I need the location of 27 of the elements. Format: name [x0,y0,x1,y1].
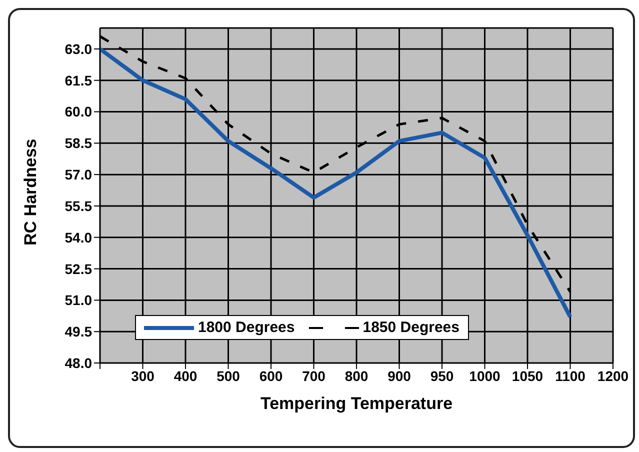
x-tick-label: 800 [344,368,368,384]
y-tick-label: 61.5 [64,72,92,88]
x-tick-label: 600 [259,368,283,384]
y-tick-label: 52.5 [64,260,92,277]
y-tick-label: 63.0 [64,40,92,57]
x-tick-label: 1200 [597,368,629,384]
y-tick-label: 57.0 [64,166,92,183]
x-tick-label: 1050 [512,368,544,384]
y-tick-label: 60.0 [64,104,92,120]
x-tick-label: 500 [216,368,240,384]
x-tick-label: 700 [302,368,326,384]
x-tick-label: 900 [388,368,412,384]
legend-label: 1850 Degrees [362,319,460,336]
legend-label: 1800 Degrees [198,319,295,336]
y-tick-label: 54.0 [64,229,92,246]
x-axis-title: Tempering Temperature [260,394,453,413]
y-tick-label: 58.5 [64,135,92,152]
x-tick-label: 950 [430,368,454,384]
x-tick-label: 1100 [555,368,586,384]
y-tick-label: 51.0 [64,292,92,308]
y-tick-label: 48.0 [64,354,92,371]
x-tick-label: 300 [131,368,155,384]
y-tick-label: 49.5 [64,324,92,340]
x-tick-label: 400 [174,368,198,384]
y-axis-title: RC Hardness [21,138,40,246]
x-tick-label: 1000 [469,368,501,384]
y-tick-label: 55.5 [64,198,92,214]
